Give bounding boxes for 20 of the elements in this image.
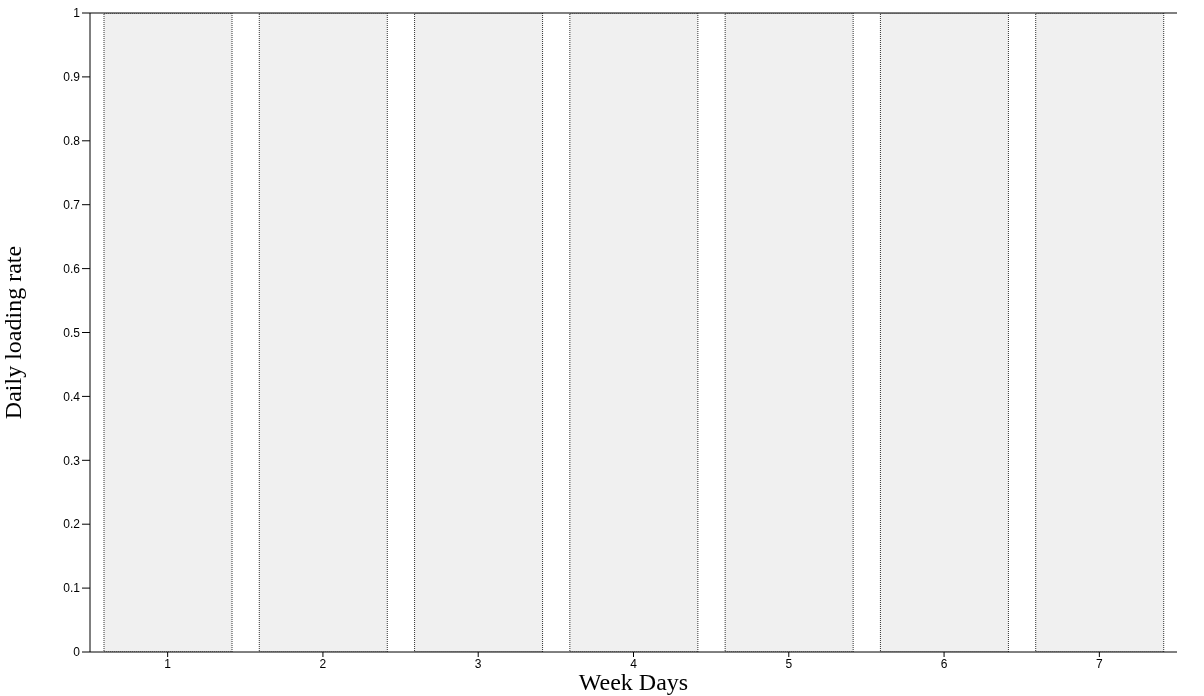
y-tick-label: 0.8	[63, 134, 81, 149]
y-tick-label: 0.3	[63, 453, 81, 468]
y-axis-title: Daily loading rate	[0, 245, 26, 420]
x-tick-label: 6	[940, 656, 948, 671]
x-tick-label: 4	[630, 656, 638, 671]
x-tick-label: 1	[164, 656, 172, 671]
y-tick-label: 0.7	[63, 197, 81, 212]
x-tick-label: 3	[474, 656, 482, 671]
y-tick-label: 0.1	[63, 581, 81, 596]
y-tick-label: 0.9	[63, 70, 81, 85]
y-tick-label: 0.6	[63, 261, 81, 276]
y-tick-label: 0.2	[63, 517, 81, 532]
y-tick-label: 1	[73, 6, 81, 21]
y-tick-label: 0	[73, 645, 81, 660]
y-tick-label: 0.5	[63, 325, 81, 340]
x-tick-label: 2	[319, 656, 327, 671]
y-tick-label: 0.4	[63, 389, 81, 404]
x-axis-title: Week Days	[578, 669, 689, 695]
x-tick-label: 7	[1096, 656, 1104, 671]
x-tick-label: 5	[785, 656, 793, 671]
